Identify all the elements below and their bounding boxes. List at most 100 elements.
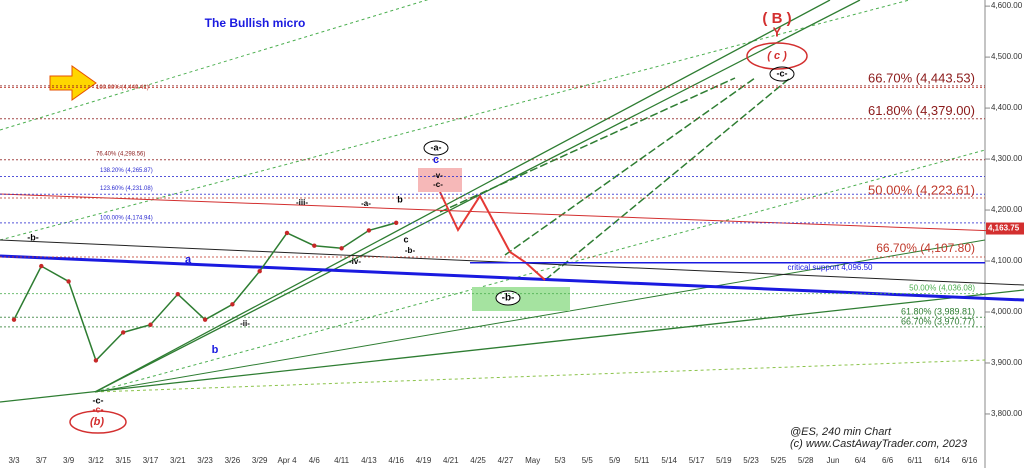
y-tick-label: 4,000.00: [991, 307, 1023, 316]
x-tick-label: 5/9: [609, 456, 621, 465]
wave-label: -c-: [777, 68, 788, 78]
trendline: [94, 0, 861, 393]
wave-label: -c-: [93, 395, 104, 405]
y-tick-label: 4,300.00: [991, 154, 1023, 163]
price-point: [175, 291, 180, 297]
price-point: [11, 317, 17, 322]
price-point: [230, 302, 235, 307]
y-tick-label: 4,200.00: [991, 205, 1023, 214]
price-point: [202, 317, 208, 322]
x-tick-label: 6/16: [962, 456, 978, 465]
x-tick-label: 6/6: [882, 456, 894, 465]
chart-title: The Bullish micro: [205, 16, 306, 30]
wave-label: a: [185, 254, 192, 266]
wave-label: -b-: [502, 293, 515, 304]
x-tick-label: 5/17: [689, 456, 705, 465]
wave-label: ( B ): [762, 10, 791, 27]
x-tick-label: 3/7: [36, 456, 48, 465]
x-tick-label: 5/25: [771, 456, 787, 465]
price-point: [93, 358, 99, 363]
ellipse: [69, 410, 127, 434]
ellipse: [495, 290, 521, 306]
blue-trendline: [0, 254, 1024, 302]
x-tick-label: 3/21: [170, 456, 186, 465]
wave-label: c: [403, 234, 408, 244]
level-label: 123.60% (4,231.08): [100, 186, 153, 192]
x-tick-label: May: [525, 456, 540, 465]
current-price-marker: [986, 222, 1024, 235]
trendline: [94, 149, 986, 393]
x-tick-label: Apr 4: [277, 456, 297, 465]
wave-label: Y: [773, 24, 782, 39]
trendline: [94, 359, 986, 393]
x-tick-label: 3/9: [63, 456, 75, 465]
level-label: 138.20% (4,265.87): [100, 168, 153, 174]
x-tick-label: 6/11: [907, 456, 923, 465]
x-tick-label: 4/19: [416, 456, 432, 465]
level-label: 61.80% (3,989.81): [901, 307, 975, 317]
x-tick-label: 6/4: [855, 456, 867, 465]
x-tick-label: 4/13: [361, 456, 377, 465]
x-tick-label: 5/11: [634, 456, 650, 465]
price-point: [284, 230, 290, 236]
wave-label: b: [397, 194, 403, 204]
x-tick-label: 3/29: [252, 456, 268, 465]
wave-label: -a-: [361, 199, 371, 208]
x-tick-label: 4/16: [388, 456, 404, 465]
channel-line: [439, 77, 736, 213]
wave-label: -c-: [93, 404, 104, 414]
trendline: [0, 0, 912, 241]
x-tick-label: 6/14: [934, 456, 950, 465]
wave-label: -iv-: [349, 257, 361, 266]
ellipse: [746, 42, 808, 70]
x-tick-label: Jun: [827, 456, 840, 465]
price-point: [257, 269, 262, 274]
x-tick-label: 3/3: [8, 456, 20, 465]
y-tick-label: 4,100.00: [991, 256, 1023, 265]
price-point: [121, 330, 126, 335]
wave-label: c: [433, 154, 439, 166]
x-tick-label: 3/15: [115, 456, 131, 465]
level-label: 50.00% (4,036.08): [909, 284, 975, 293]
level-label: 100.00% (4,174.94): [100, 215, 153, 221]
x-tick-label: 5/28: [798, 456, 814, 465]
level-label: 66.70% (4,107.80): [876, 241, 975, 255]
footer-text: @ES, 240 min Chart: [790, 426, 892, 438]
y-tick-label: 4,600.00: [991, 1, 1023, 10]
x-tick-label: 4/25: [470, 456, 486, 465]
y-tick-label: 4,400.00: [991, 103, 1023, 112]
price-point: [66, 279, 71, 284]
wave-label: -c-: [433, 180, 443, 189]
x-tick-label: 4/27: [498, 456, 514, 465]
x-tick-label: 4/21: [443, 456, 459, 465]
target-box: [472, 287, 570, 311]
projection-path: [439, 191, 546, 281]
x-tick-label: 3/23: [197, 456, 213, 465]
x-tick-label: 5/14: [661, 456, 677, 465]
x-tick-label: 4/6: [309, 456, 321, 465]
level-label: 66.70% (3,970.77): [901, 316, 975, 326]
wave-label: -v-: [433, 171, 443, 180]
red-trendline: [0, 193, 1024, 233]
wave-label: -ii-: [240, 319, 250, 328]
price-point: [312, 243, 317, 248]
price-point: [39, 263, 44, 269]
x-tick-label: 5/23: [743, 456, 759, 465]
x-tick-label: 3/26: [225, 456, 241, 465]
level-label: 100.00% (4,440.41): [96, 85, 149, 91]
wave-label: b: [212, 344, 219, 356]
trendline: [0, 289, 1024, 403]
x-tick-label: 5/5: [582, 456, 594, 465]
trendline: [94, 239, 986, 393]
price-point: [366, 228, 372, 233]
wave-label: (b): [90, 416, 104, 428]
channel-line: [544, 77, 791, 281]
level-label: 61.80% (4,379.00): [868, 103, 975, 118]
y-tick-label: 3,800.00: [991, 409, 1023, 418]
x-tick-label: 4/11: [334, 456, 350, 465]
level-label: 50.00% (4,223.61): [868, 182, 975, 197]
price-point: [394, 220, 399, 225]
price-point: [339, 246, 344, 251]
level-label: 76.40% (4,298.56): [96, 151, 145, 157]
